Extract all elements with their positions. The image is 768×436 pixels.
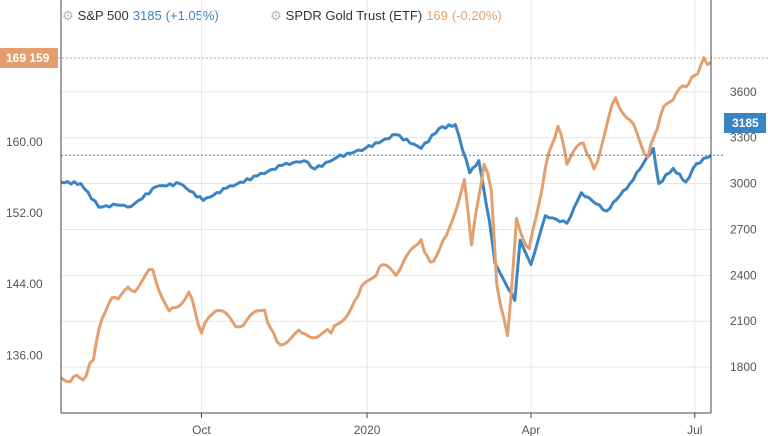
spx-series-line: [60, 123, 712, 302]
right-tick-label: 1800: [730, 360, 757, 374]
legend-gld[interactable]: ⚙ SPDR Gold Trust (ETF) 169 (-0.20%): [270, 8, 502, 24]
legend-gld-value: 169: [426, 8, 448, 23]
left-tick-label: 152.00: [6, 206, 43, 220]
legend-gld-change: (-0.20%): [451, 8, 502, 23]
right-tick-label: 2700: [730, 222, 757, 236]
grid: [61, 0, 711, 413]
gold-series-line: [60, 56, 712, 384]
legend-spx-name: S&P 500: [77, 8, 129, 23]
tick-labels: 3600 3300 3000 2700 2400 2100 1800 160.00 152.00…: [6, 85, 757, 436]
gear-icon[interactable]: ⚙: [62, 8, 74, 23]
legend-spx-change: (+1.05%): [165, 8, 219, 23]
x-tick-label: Jul: [687, 423, 702, 436]
right-tick-label: 3000: [730, 177, 757, 191]
left-tick-label: 136.00: [6, 348, 43, 362]
gear-icon[interactable]: ⚙: [270, 8, 282, 23]
x-tick-label: Apr: [522, 423, 541, 436]
spx-price-badge-text: 3185: [732, 116, 759, 130]
left-tick-label: 144.00: [6, 277, 43, 291]
legend-gld-name: SPDR Gold Trust (ETF): [285, 8, 423, 23]
price-badges: 169 159 3185: [0, 48, 766, 133]
x-tick-label: Oct: [192, 423, 211, 436]
series-lines: [58, 56, 768, 384]
x-tick-label: 2020: [354, 423, 381, 436]
left-tick-label: 160.00: [6, 135, 43, 149]
gold-price-badge-text: 169 159: [6, 51, 50, 65]
legend-spx-value: 3185: [132, 8, 162, 23]
right-tick-label: 2400: [730, 268, 757, 282]
plot-frame: [60, 0, 712, 418]
right-tick-label: 3600: [730, 85, 757, 99]
right-tick-label: 3300: [730, 131, 757, 145]
gold-price-badge: [0, 48, 58, 68]
spx-price-badge: [724, 113, 766, 133]
right-tick-label: 2100: [730, 314, 757, 328]
legend-spx[interactable]: ⚙ S&P 500 3185 (+1.05%): [62, 8, 219, 24]
